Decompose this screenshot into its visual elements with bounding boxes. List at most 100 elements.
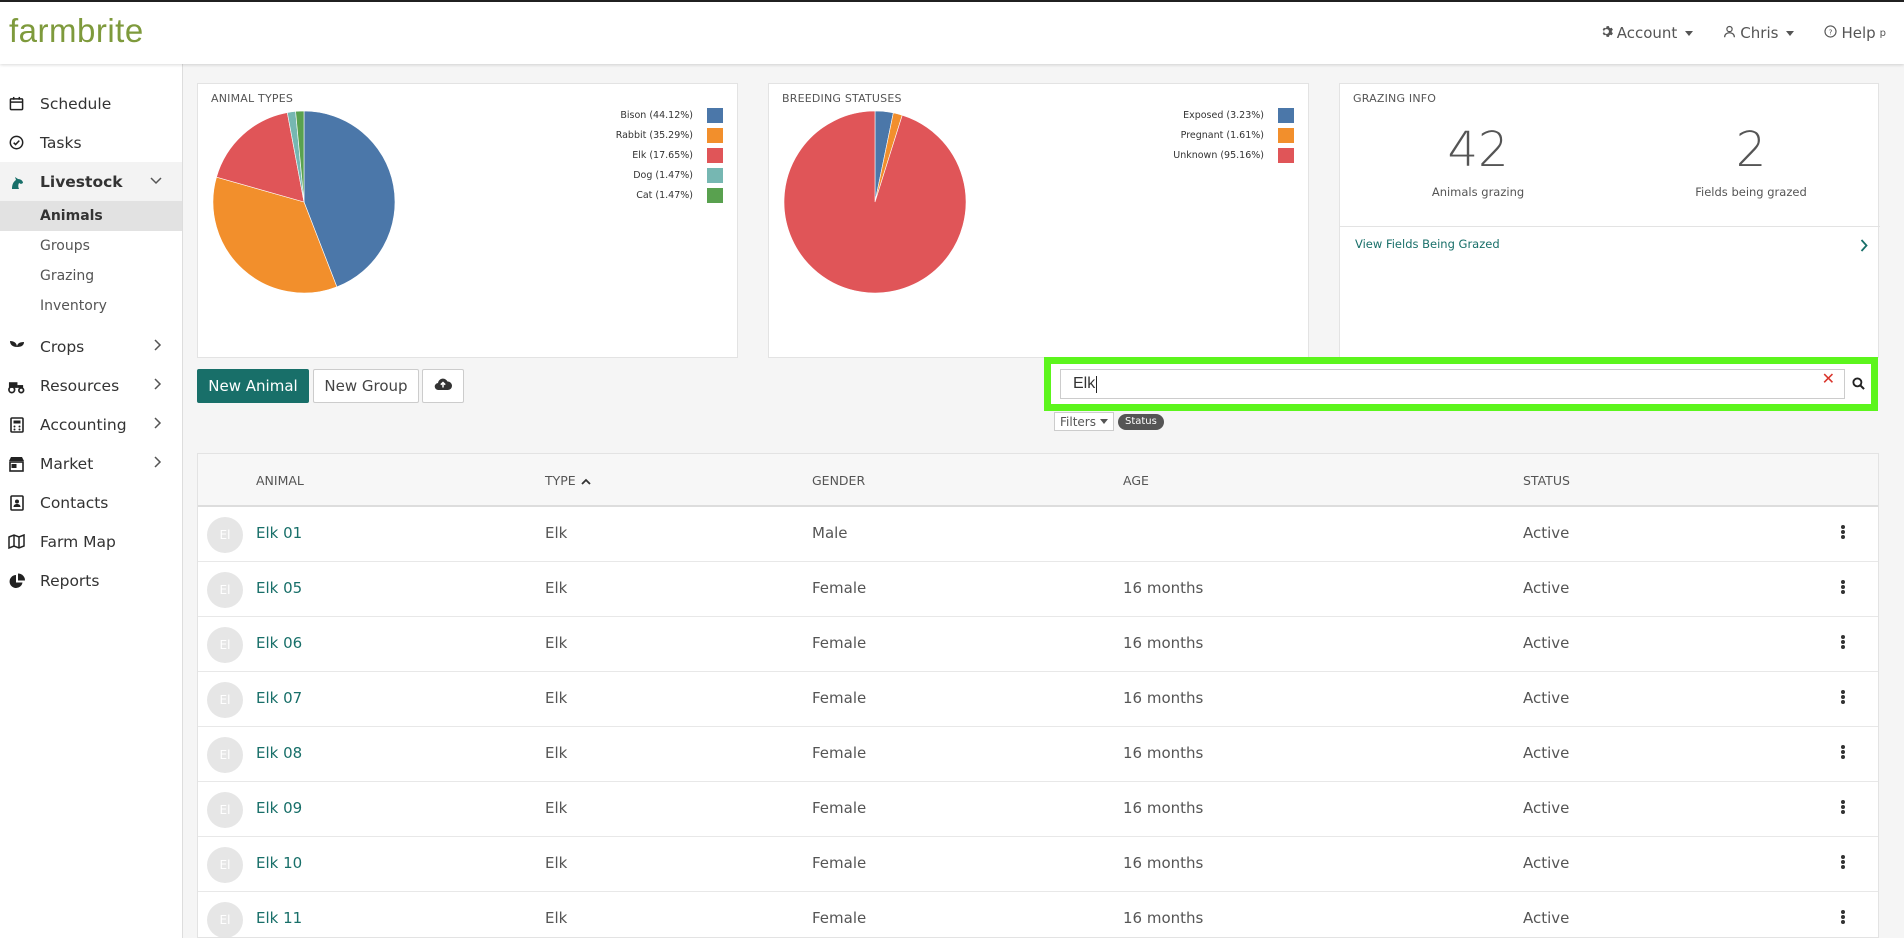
sidebar-subitem-grazing[interactable]: Grazing (40, 268, 95, 284)
legend-label: Unknown (95.16%) (1173, 149, 1264, 161)
sidebar-subitem-animals[interactable]: Animals (0, 201, 182, 231)
legend-item[interactable]: Elk (17.65%) (523, 145, 723, 165)
legend-swatch (707, 107, 723, 123)
clear-search-icon[interactable]: ✕ (1821, 369, 1835, 388)
row-actions-icon[interactable] (1838, 687, 1848, 707)
view-fields-link[interactable]: View Fields Being Grazed (1340, 226, 1880, 260)
sidebar-item-reports[interactable]: Reports (0, 561, 182, 600)
sidebar-item-tasks[interactable]: Tasks (0, 123, 182, 162)
legend-item[interactable]: Rabbit (35.29%) (523, 125, 723, 145)
animal-name-link[interactable]: Elk 06 (256, 634, 303, 652)
sidebar-item-label: Tasks (40, 133, 82, 152)
question-circle-icon: ? (1824, 24, 1838, 42)
pie-slice[interactable] (295, 110, 305, 203)
fields-grazed-label: Fields being grazed (1695, 185, 1807, 199)
account-menu[interactable]: Account (1600, 24, 1694, 42)
sidebar-subitem-inventory[interactable]: Inventory (40, 298, 107, 314)
view-fields-label: View Fields Being Grazed (1355, 237, 1500, 251)
row-actions-icon[interactable] (1838, 632, 1848, 652)
row-actions-icon[interactable] (1838, 852, 1848, 872)
animals-table: ANIMAL TYPE GENDER AGE STATUS El Elk 01 El… (197, 453, 1879, 938)
caret-down-icon (1685, 30, 1694, 36)
legend-item[interactable]: Bison (44.12%) (523, 105, 723, 125)
user-menu[interactable]: Chris (1723, 24, 1795, 42)
animal-name-link[interactable]: Elk 05 (256, 579, 303, 597)
sidebar-item-resources[interactable]: Resources (0, 366, 182, 405)
animal-avatar: El (207, 517, 243, 553)
column-header-gender[interactable]: GENDER (812, 473, 865, 488)
sidebar-item-crops[interactable]: Crops (0, 327, 182, 366)
animal-age: 16 months (1123, 909, 1204, 927)
column-header-status[interactable]: STATUS (1523, 473, 1570, 488)
table-row[interactable]: El Elk 11 Elk Female 16 months Active (198, 892, 1878, 937)
animal-status: Active (1523, 579, 1570, 597)
search-button[interactable] (1845, 369, 1871, 399)
animal-avatar: El (207, 627, 243, 663)
legend-item[interactable]: Exposed (3.23%) (1094, 105, 1294, 125)
animal-name-link[interactable]: Elk 07 (256, 689, 303, 707)
legend-label: Elk (17.65%) (632, 149, 693, 161)
sidebar-item-contacts[interactable]: Contacts (0, 483, 182, 522)
breeding-statuses-legend: Exposed (3.23%) Pregnant (1.61%) Unknown (… (1094, 105, 1294, 165)
sidebar-subitem-groups[interactable]: Groups (40, 238, 90, 254)
help-menu[interactable]: ? Help p (1824, 24, 1886, 42)
legend-swatch (1278, 127, 1294, 143)
top-header: farmbrite Account Chris ? Help p (0, 2, 1904, 64)
animal-types-pie-chart (212, 110, 396, 294)
breeding-statuses-pie-chart (783, 110, 967, 294)
table-row[interactable]: El Elk 09 Elk Female 16 months Active (198, 782, 1878, 837)
calculator-icon (8, 416, 25, 433)
sidebar-item-schedule[interactable]: Schedule (0, 84, 182, 123)
horse-icon (8, 173, 25, 190)
sidebar-item-label: Accounting (40, 415, 127, 434)
column-header-animal[interactable]: ANIMAL (256, 473, 304, 488)
row-actions-icon[interactable] (1838, 577, 1848, 597)
sidebar-item-livestock[interactable]: Livestock (0, 162, 182, 201)
legend-item[interactable]: Unknown (95.16%) (1094, 145, 1294, 165)
legend-label: Rabbit (35.29%) (615, 129, 693, 141)
table-row[interactable]: El Elk 05 Elk Female 16 months Active (198, 562, 1878, 617)
row-actions-icon[interactable] (1838, 522, 1848, 542)
table-row[interactable]: El Elk 08 Elk Female 16 months Active (198, 727, 1878, 782)
cloud-upload-button[interactable] (422, 369, 464, 403)
legend-item[interactable]: Dog (1.47%) (523, 165, 723, 185)
column-header-age[interactable]: AGE (1123, 473, 1149, 488)
new-animal-button[interactable]: New Animal (197, 369, 309, 403)
animal-name-link[interactable]: Elk 01 (256, 524, 303, 542)
text-cursor (1096, 375, 1098, 393)
farmbrite-logo[interactable]: farmbrite (9, 12, 144, 49)
sidebar-item-label: Farm Map (40, 532, 116, 551)
search-highlight: Elk ✕ (1044, 357, 1878, 411)
animal-gender: Female (812, 634, 867, 652)
column-label: GENDER (812, 473, 866, 488)
row-actions-icon[interactable] (1838, 742, 1848, 762)
sidebar-item-accounting[interactable]: Accounting (0, 405, 182, 444)
search-input[interactable]: Elk (1060, 369, 1845, 399)
filters-dropdown[interactable]: Filters (1054, 412, 1114, 431)
pie-slice[interactable] (783, 110, 967, 294)
pie-slice[interactable] (216, 112, 305, 203)
row-actions-icon[interactable] (1838, 907, 1848, 927)
sidebar-item-market[interactable]: Market (0, 444, 182, 483)
table-row[interactable]: El Elk 07 Elk Female 16 months Active (198, 672, 1878, 727)
pie-slice[interactable] (303, 110, 396, 288)
animal-name-link[interactable]: Elk 10 (256, 854, 303, 872)
animal-name-link[interactable]: Elk 08 (256, 744, 303, 762)
legend-item[interactable]: Cat (1.47%) (523, 185, 723, 205)
legend-item[interactable]: Pregnant (1.61%) (1094, 125, 1294, 145)
animal-name-link[interactable]: Elk 11 (256, 909, 303, 927)
new-group-button[interactable]: New Group (313, 369, 419, 403)
animal-avatar: El (207, 572, 243, 608)
animal-type: Elk (545, 909, 568, 927)
table-row[interactable]: El Elk 06 Elk Female 16 months Active (198, 617, 1878, 672)
sidebar-item-label: Schedule (40, 94, 112, 113)
animal-name-link[interactable]: Elk 09 (256, 799, 303, 817)
sidebar-item-farm-map[interactable]: Farm Map (0, 522, 182, 561)
pie-slice[interactable] (212, 176, 338, 294)
table-row[interactable]: El Elk 01 Elk Male Active (198, 507, 1878, 562)
table-row[interactable]: El Elk 10 Elk Female 16 months Active (198, 837, 1878, 892)
status-filter-badge[interactable]: Status (1117, 413, 1164, 430)
row-actions-icon[interactable] (1838, 797, 1848, 817)
column-header-type[interactable]: TYPE (545, 473, 591, 488)
chevron-right-icon (154, 417, 162, 433)
